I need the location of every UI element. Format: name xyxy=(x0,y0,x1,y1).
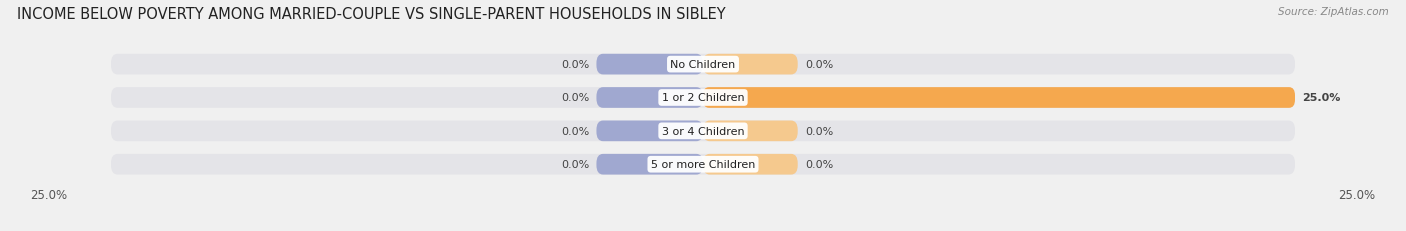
FancyBboxPatch shape xyxy=(703,88,1295,108)
Text: 1 or 2 Children: 1 or 2 Children xyxy=(662,93,744,103)
FancyBboxPatch shape xyxy=(111,55,1295,75)
Text: Source: ZipAtlas.com: Source: ZipAtlas.com xyxy=(1278,7,1389,17)
Text: 5 or more Children: 5 or more Children xyxy=(651,160,755,170)
Text: 25.0%: 25.0% xyxy=(1339,188,1375,201)
FancyBboxPatch shape xyxy=(596,154,703,175)
FancyBboxPatch shape xyxy=(703,154,797,175)
Text: 0.0%: 0.0% xyxy=(561,160,589,170)
FancyBboxPatch shape xyxy=(703,55,797,75)
Text: 0.0%: 0.0% xyxy=(804,160,834,170)
Text: 25.0%: 25.0% xyxy=(31,188,67,201)
Text: 0.0%: 0.0% xyxy=(561,93,589,103)
Text: 25.0%: 25.0% xyxy=(1302,93,1340,103)
FancyBboxPatch shape xyxy=(111,88,1295,108)
Text: 0.0%: 0.0% xyxy=(804,60,834,70)
Text: INCOME BELOW POVERTY AMONG MARRIED-COUPLE VS SINGLE-PARENT HOUSEHOLDS IN SIBLEY: INCOME BELOW POVERTY AMONG MARRIED-COUPL… xyxy=(17,7,725,22)
FancyBboxPatch shape xyxy=(111,154,1295,175)
Text: 3 or 4 Children: 3 or 4 Children xyxy=(662,126,744,136)
Text: 0.0%: 0.0% xyxy=(561,60,589,70)
FancyBboxPatch shape xyxy=(703,121,797,142)
FancyBboxPatch shape xyxy=(596,121,703,142)
FancyBboxPatch shape xyxy=(596,55,703,75)
Text: No Children: No Children xyxy=(671,60,735,70)
Text: 0.0%: 0.0% xyxy=(561,126,589,136)
FancyBboxPatch shape xyxy=(596,88,703,108)
Text: 0.0%: 0.0% xyxy=(804,126,834,136)
FancyBboxPatch shape xyxy=(111,121,1295,142)
